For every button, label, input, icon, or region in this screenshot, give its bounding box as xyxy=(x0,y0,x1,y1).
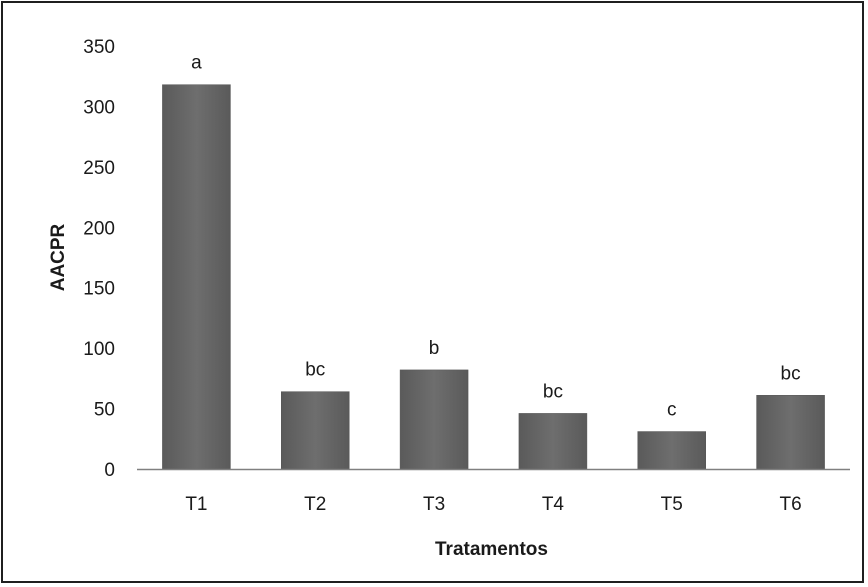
y-tick-label: 300 xyxy=(83,97,115,118)
data-label-t2: bc xyxy=(305,360,325,381)
y-tick-label: 350 xyxy=(83,37,115,58)
y-tick-label: 50 xyxy=(94,400,115,421)
bar-t2 xyxy=(281,391,350,470)
y-tick-label: 100 xyxy=(83,339,115,360)
bar-t1 xyxy=(162,84,231,470)
data-label-t1: a xyxy=(191,53,202,74)
data-label-t5: c xyxy=(667,400,677,421)
x-axis-ticks: T1 T2 T3 T4 T5 T6 xyxy=(185,494,801,515)
x-tick-label-t1: T1 xyxy=(185,494,207,515)
x-tick-label-t5: T5 xyxy=(661,494,683,515)
x-tick-label-t2: T2 xyxy=(304,494,326,515)
x-tick-label-t4: T4 xyxy=(542,494,565,515)
y-tick-label: 200 xyxy=(83,218,115,239)
y-tick-label: 0 xyxy=(104,460,115,481)
data-labels: a bc b bc c bc xyxy=(191,53,800,421)
y-axis-title: AACPR xyxy=(48,223,69,291)
data-label-t6: bc xyxy=(781,363,801,384)
data-label-t3: b xyxy=(429,338,440,359)
x-tick-label-t3: T3 xyxy=(423,494,445,515)
bar-t6 xyxy=(756,395,825,470)
data-label-t4: bc xyxy=(543,381,563,402)
bar-t5 xyxy=(637,431,706,470)
x-tick-label-t6: T6 xyxy=(779,494,801,515)
y-tick-label: 150 xyxy=(83,279,115,300)
bar-t4 xyxy=(518,413,588,470)
bar-t3 xyxy=(399,369,469,470)
bars xyxy=(162,84,825,470)
x-axis-title: Tratamentos xyxy=(435,539,548,560)
y-tick-label: 250 xyxy=(83,158,115,179)
y-axis-ticks: 0 50 100 150 200 250 300 350 xyxy=(83,37,115,481)
